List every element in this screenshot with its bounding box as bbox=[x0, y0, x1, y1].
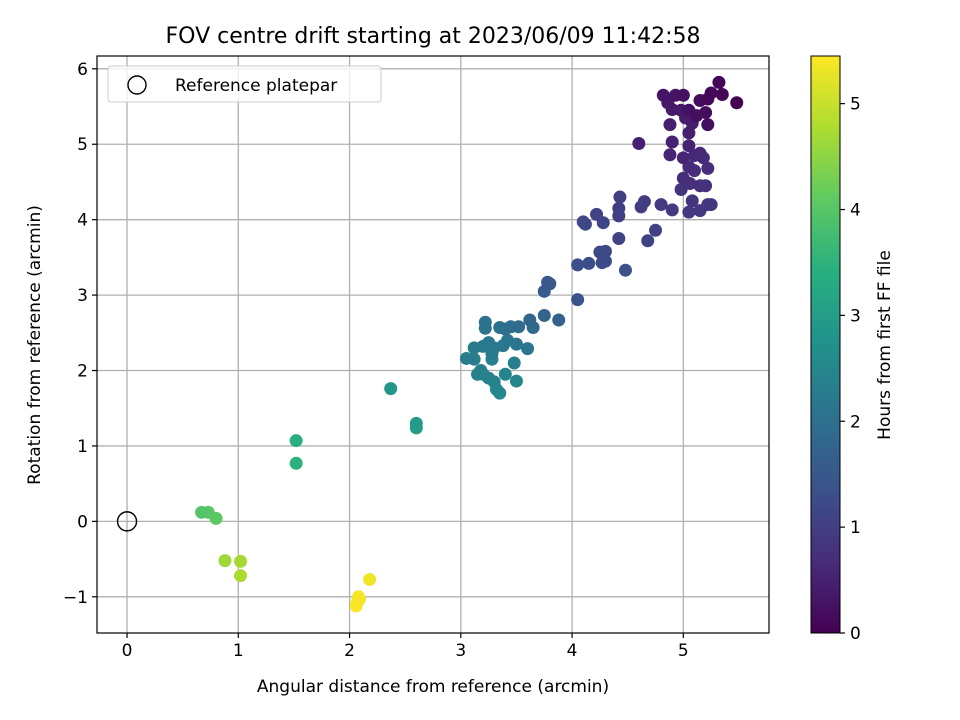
data-point bbox=[512, 320, 526, 334]
colorbar: 0 1 2 3 4 5 Hours from first FF file bbox=[810, 55, 895, 644]
data-point bbox=[693, 179, 707, 193]
data-point bbox=[509, 374, 523, 388]
y-tick-label: 1 bbox=[77, 437, 88, 457]
data-point bbox=[234, 569, 248, 583]
y-tick-label: 4 bbox=[77, 211, 88, 231]
data-point bbox=[676, 151, 690, 165]
data-point bbox=[459, 351, 473, 365]
data-point bbox=[618, 263, 632, 277]
data-point bbox=[474, 364, 488, 378]
x-tick-label: 2 bbox=[344, 641, 355, 661]
data-point bbox=[595, 256, 609, 270]
legend-box bbox=[107, 65, 382, 103]
colorbar-gradient bbox=[810, 55, 841, 634]
data-point bbox=[701, 198, 715, 212]
x-tick-label: 3 bbox=[455, 641, 466, 661]
colorbar-ticks: 0 1 2 3 4 5 bbox=[840, 95, 861, 644]
y-tick-label: 5 bbox=[77, 135, 88, 155]
data-point bbox=[507, 356, 521, 370]
data-point bbox=[571, 258, 585, 272]
y-axis-label: Rotation from reference (arcmin) bbox=[25, 205, 45, 485]
data-point bbox=[682, 139, 696, 153]
data-point bbox=[612, 232, 626, 246]
data-point bbox=[654, 198, 668, 212]
colorbar-tick-label: 0 bbox=[850, 624, 861, 644]
data-point bbox=[612, 201, 626, 215]
data-point bbox=[498, 367, 512, 381]
data-point bbox=[682, 205, 696, 219]
data-point bbox=[665, 203, 679, 217]
legend-reference-marker bbox=[127, 75, 147, 95]
data-points bbox=[116, 75, 744, 613]
data-point bbox=[641, 234, 655, 248]
data-point bbox=[632, 136, 646, 150]
data-point bbox=[663, 148, 677, 162]
data-point bbox=[234, 554, 248, 568]
y-tick-label: 2 bbox=[77, 362, 88, 382]
data-point bbox=[478, 315, 492, 329]
reference-platepar-marker bbox=[116, 511, 138, 532]
data-point bbox=[593, 245, 607, 259]
colorbar-tick-label: 4 bbox=[850, 201, 861, 221]
data-point bbox=[289, 434, 303, 448]
data-point bbox=[509, 337, 523, 351]
x-tick-label: 4 bbox=[567, 641, 578, 661]
y-axis-ticks: −1 0 1 2 3 4 5 6 bbox=[63, 60, 97, 608]
chart-title: FOV centre drift starting at 2023/06/09 … bbox=[166, 24, 701, 49]
x-axis-ticks: 0 1 2 3 4 5 bbox=[122, 633, 689, 661]
data-point bbox=[704, 86, 718, 100]
y-tick-label: 3 bbox=[77, 286, 88, 306]
data-point bbox=[576, 215, 590, 229]
colorbar-label: Hours from first FF file bbox=[875, 250, 895, 440]
data-point bbox=[571, 293, 585, 307]
data-point bbox=[715, 87, 729, 101]
y-tick-label: 0 bbox=[77, 512, 88, 532]
x-tick-label: 5 bbox=[678, 641, 689, 661]
data-point bbox=[521, 342, 535, 356]
data-point bbox=[663, 118, 677, 132]
data-point bbox=[541, 275, 555, 289]
plot-frame bbox=[96, 55, 770, 634]
data-point bbox=[676, 171, 690, 185]
data-point bbox=[552, 313, 566, 327]
legend: Reference platepar bbox=[107, 65, 382, 103]
colorbar-tick-label: 1 bbox=[850, 518, 861, 538]
data-point bbox=[613, 190, 627, 204]
colorbar-tick-label: 3 bbox=[850, 306, 861, 326]
data-point bbox=[687, 149, 701, 163]
data-point bbox=[409, 416, 423, 430]
y-tick-label: 6 bbox=[77, 60, 88, 80]
data-point bbox=[363, 572, 377, 586]
data-point bbox=[656, 88, 670, 102]
data-point bbox=[195, 505, 209, 519]
legend-label-reference: Reference platepar bbox=[175, 76, 337, 96]
data-point bbox=[701, 161, 715, 175]
data-point bbox=[523, 313, 537, 327]
data-point bbox=[730, 96, 744, 110]
data-point bbox=[590, 207, 604, 221]
data-point bbox=[682, 126, 696, 140]
data-point bbox=[582, 256, 596, 270]
data-point bbox=[712, 75, 726, 89]
colorbar-tick-label: 5 bbox=[850, 95, 861, 115]
colorbar-tick-label: 2 bbox=[850, 412, 861, 432]
data-point bbox=[699, 106, 713, 120]
data-point bbox=[676, 88, 690, 102]
y-tick-label: −1 bbox=[63, 588, 88, 608]
data-point bbox=[665, 135, 679, 149]
data-point bbox=[289, 456, 303, 470]
data-point bbox=[701, 118, 715, 132]
data-point bbox=[351, 590, 365, 604]
data-point bbox=[634, 200, 648, 214]
x-tick-label: 0 bbox=[122, 641, 133, 661]
data-point bbox=[649, 223, 663, 237]
data-point bbox=[685, 194, 699, 208]
data-point bbox=[537, 308, 551, 322]
x-tick-label: 1 bbox=[233, 641, 244, 661]
x-axis-label: Angular distance from reference (arcmin) bbox=[257, 677, 609, 697]
data-point bbox=[384, 382, 398, 396]
data-point bbox=[218, 554, 232, 568]
